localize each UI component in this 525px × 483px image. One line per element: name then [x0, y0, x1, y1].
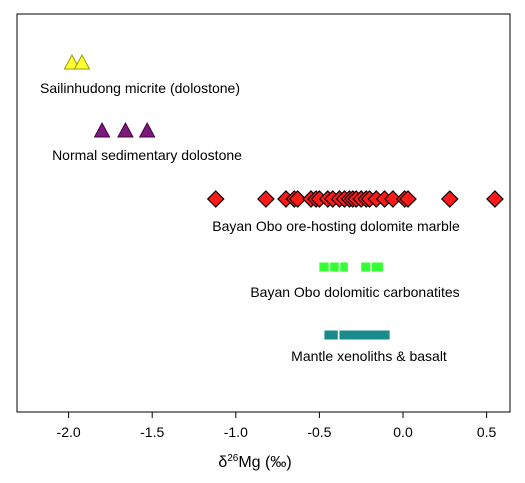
diamond-marker	[288, 190, 307, 208]
x-tick-label: 0.0	[393, 424, 413, 440]
range-bar	[319, 262, 348, 272]
x-axis-ticks: -2.0 -1.5 -1.0 -0.5 0.0 0.5	[57, 412, 497, 440]
diamond-marker	[486, 190, 504, 208]
plot-frame	[16, 13, 511, 413]
range-bar	[324, 330, 338, 340]
series-label: Sailinhudong micrite (dolostone)	[40, 80, 240, 96]
diamond-marker	[440, 190, 459, 208]
triangle-marker	[63, 53, 81, 70]
data-marks	[63, 53, 504, 340]
x-tick-label: 0.5	[477, 424, 497, 440]
x-tick-label: -1.0	[224, 424, 248, 440]
series-labels: Sailinhudong micrite (dolostone) Normal s…	[40, 80, 460, 364]
series-label: Mantle xenoliths & basalt	[291, 348, 447, 364]
x-tick-label: -0.5	[307, 424, 331, 440]
series-label: Normal sedimentary dolostone	[52, 147, 242, 163]
diamond-marker	[206, 190, 225, 208]
x-tick-label: -1.5	[140, 424, 164, 440]
triangle-marker	[138, 121, 156, 138]
triangle-marker	[93, 121, 111, 138]
series-label: Bayan Obo ore-hosting dolomite marble	[212, 218, 460, 234]
x-axis-title: δ26Mg (‰)	[218, 453, 291, 471]
series-label: Bayan Obo dolomitic carbonatites	[250, 284, 459, 300]
triangle-marker	[73, 53, 91, 70]
diamond-marker	[257, 190, 275, 208]
x-tick-label: -2.0	[57, 424, 81, 440]
triangle-marker	[117, 121, 134, 138]
range-bar	[361, 262, 383, 272]
diamond-marker	[384, 190, 402, 208]
diamond-marker	[399, 190, 417, 208]
range-bar	[339, 330, 390, 340]
